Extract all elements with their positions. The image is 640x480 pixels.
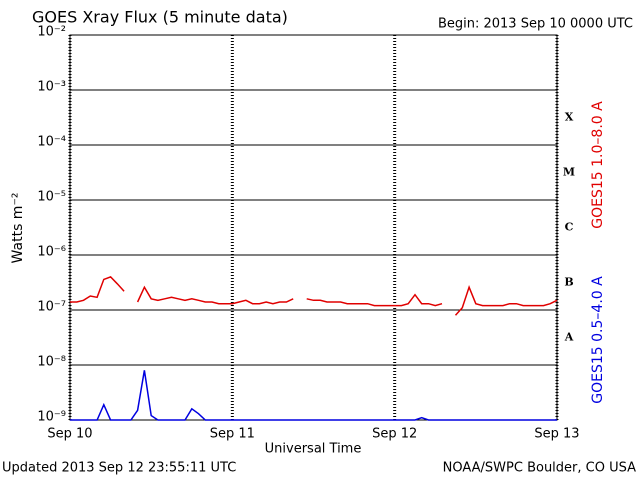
- chart-title: GOES Xray Flux (5 minute data): [32, 8, 288, 27]
- flare-class-label: C: [565, 221, 574, 234]
- flare-class-label: A: [564, 331, 574, 344]
- y-tick-label: 10⁻⁸: [37, 355, 66, 370]
- chart-subtitle: Begin: 2013 Sep 10 0000 UTC: [438, 17, 633, 32]
- y-tick-label: 10⁻³: [37, 80, 66, 95]
- y-tick-label: 10⁻⁷: [37, 300, 66, 315]
- series-line: [70, 370, 557, 421]
- plot-frame: [69, 34, 558, 421]
- x-tick-label: Sep 12: [372, 427, 417, 442]
- y-tick-label: 10⁻⁴: [37, 135, 66, 150]
- y-axis-label: Watts m⁻²: [10, 193, 26, 264]
- footer-right: NOAA/SWPC Boulder, CO USA: [443, 461, 636, 476]
- series-line: [70, 276, 558, 316]
- legend-entry: GOES15 1.0–8.0 A: [590, 101, 606, 229]
- x-axis-label: Universal Time: [265, 442, 362, 457]
- x-tick-label: Sep 13: [534, 427, 579, 442]
- flare-class-label: X: [565, 111, 574, 124]
- y-tick-label: 10⁻⁶: [37, 245, 66, 260]
- y-tick-label: 10⁻²: [37, 25, 66, 40]
- y-tick-label: 10⁻⁵: [37, 190, 66, 205]
- legend-entry: GOES15 0.5–4.0 A: [590, 276, 606, 404]
- footer-left: Updated 2013 Sep 12 23:55:11 UTC: [2, 461, 236, 476]
- flare-class-label: B: [564, 276, 573, 289]
- y-tick-label: 10⁻⁹: [37, 410, 66, 425]
- x-tick-label: Sep 10: [47, 427, 92, 442]
- flare-class-label: M: [563, 166, 575, 179]
- x-tick-label: Sep 11: [210, 427, 255, 442]
